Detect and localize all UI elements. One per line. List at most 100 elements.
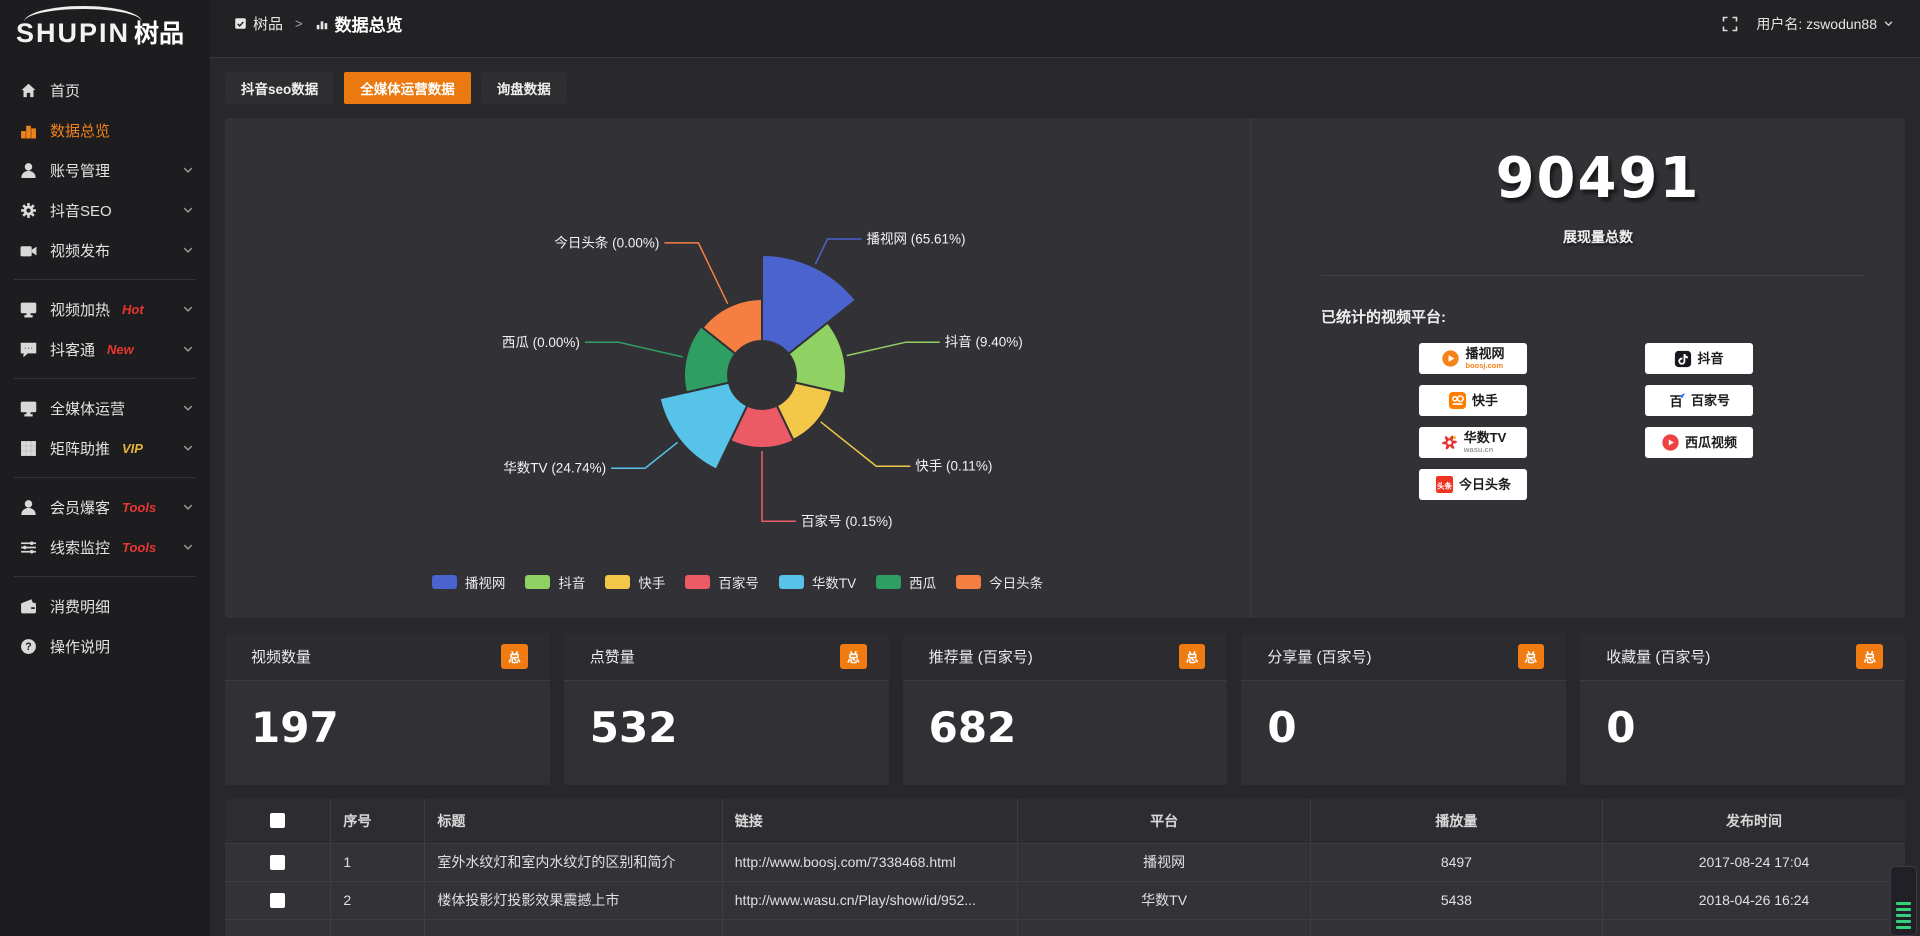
pie-slice[interactable]: [761, 253, 858, 356]
pie-label: 播视网 (65.61%): [867, 232, 966, 247]
legend-item[interactable]: 今日头条: [956, 572, 1043, 592]
breadcrumb-root[interactable]: 树品: [253, 16, 284, 33]
legend-item[interactable]: 华数TV: [778, 572, 856, 592]
platform-name: 今日头条: [1458, 477, 1511, 492]
sidebar-item-expense-detail[interactable]: 消费明细: [0, 586, 210, 626]
sidebar-item-label: 抖音SEO: [50, 202, 112, 220]
user-menu[interactable]: 用户名: zswodun88: [1756, 14, 1894, 34]
tab-inquiry-data[interactable]: 询盘数据: [480, 72, 567, 104]
main-content: 抖音seo数据 全媒体运营数据 询盘数据 播视网 (65.61%) 抖音 (9.4…: [210, 58, 1920, 936]
wasu-logo-icon: [1440, 433, 1459, 452]
pie-label: 快手 (0.11%): [915, 459, 992, 474]
platform-subtitle: boosj.com: [1465, 361, 1503, 371]
chevron-down-icon: [182, 541, 194, 553]
sidebar-item-instructions[interactable]: ? 操作说明: [0, 626, 210, 666]
pie-slice[interactable]: [683, 324, 737, 394]
chevron-down-icon: [182, 164, 194, 176]
platforms-title: 已统计的视频平台:: [1321, 309, 1446, 326]
platform-badge-baijiahao: 百百家号: [1645, 385, 1753, 416]
rose-pie-chart: 播视网 (65.61%) 抖音 (9.40%) 快手 (0.11%) 百家号 (0.1…: [225, 118, 1250, 618]
cell-title[interactable]: 楼体投影灯投影效果震撼上市: [424, 880, 723, 920]
pie-slice[interactable]: [701, 297, 763, 356]
legend-item[interactable]: 百家号: [685, 572, 759, 592]
cell-index: 2: [330, 880, 426, 920]
legend-item[interactable]: 快手: [605, 572, 665, 592]
legend-label: 播视网: [464, 576, 506, 591]
pie-slice[interactable]: [787, 321, 847, 395]
sidebar-item-member-burst[interactable]: 会员爆客 Tools: [0, 487, 210, 527]
platform-name: 华数TV: [1463, 430, 1507, 446]
select-all-checkbox[interactable]: [270, 813, 286, 829]
menu-divider: [14, 477, 196, 478]
sliders-icon: [20, 539, 37, 556]
platform-name: 播视网: [1465, 346, 1505, 362]
tab-omni-media-data[interactable]: 全媒体运营数据: [344, 72, 471, 104]
chevron-down-icon: [182, 442, 194, 454]
sidebar-item-label: 线索监控: [50, 539, 111, 557]
sidebar-item-omni-media[interactable]: 全媒体运营: [0, 388, 210, 428]
chart-legend: 播视网 抖音 快手 百家号 华数TV 西瓜 今日头条: [225, 572, 1250, 592]
pie-label: 今日头条 (0.00%): [554, 234, 659, 250]
stat-card-value: 532: [589, 703, 678, 752]
chevron-down-icon: [182, 204, 194, 216]
stat-card-header: 点赞量 总: [563, 633, 889, 681]
platform-name: 百家号: [1690, 393, 1730, 408]
sidebar-item-account-management[interactable]: 账号管理: [0, 150, 210, 190]
sidebar-item-matrix-boost[interactable]: 矩阵助推 VIP: [0, 428, 210, 468]
legend-swatch: [685, 575, 711, 589]
total-badge: 总: [501, 644, 528, 669]
column-header: 链接: [721, 799, 1019, 844]
chat-icon: [20, 341, 37, 358]
total-impressions-label: 展现量总数: [1563, 229, 1633, 245]
sidebar-menu: 首页数据总览账号管理抖音SEO 视频发布视频加热 Hot 抖客通 New 全媒体运营 矩阵助…: [0, 60, 210, 666]
menu-tag: Hot: [122, 301, 144, 317]
breadcrumb-current: 数据总览: [334, 16, 403, 35]
platform-name: 西瓜视频: [1684, 435, 1737, 450]
sidebar-item-douyin-seo[interactable]: 抖音SEO: [0, 190, 210, 230]
pie-label: 西瓜 (0.00%): [502, 335, 580, 350]
row-checkbox[interactable]: [270, 892, 286, 908]
sidebar-item-label: 数据总览: [50, 122, 111, 140]
tab-douyin-seo-data[interactable]: 抖音seo数据: [225, 72, 335, 104]
floating-widget[interactable]: [1890, 866, 1917, 936]
cell-plays: 8497: [1309, 842, 1604, 882]
sidebar-item-video-publish[interactable]: 视频发布: [0, 230, 210, 270]
legend-item[interactable]: 播视网: [431, 572, 506, 592]
summary-divider: [1321, 275, 1865, 276]
cell-time: 2017-08-24 17:04: [1602, 842, 1905, 882]
sidebar-item-home[interactable]: 首页: [0, 70, 210, 110]
legend-item[interactable]: 西瓜: [876, 572, 936, 592]
sidebar-item-lead-monitor[interactable]: 线索监控 Tools: [0, 527, 210, 567]
platform-badge-wasu: 华数TV wasu.cn: [1419, 427, 1527, 458]
chart-panel: 播视网 (65.61%) 抖音 (9.40%) 快手 (0.11%) 百家号 (0.1…: [225, 118, 1905, 618]
legend-label: 百家号: [718, 576, 759, 591]
publish-icon: [20, 242, 37, 259]
sidebar-item-label: 会员爆客: [50, 499, 111, 517]
legend-label: 快手: [638, 576, 666, 591]
pie-label: 抖音 (9.40%): [945, 334, 1023, 350]
cell-title[interactable]: 室外水纹灯和室内水纹灯的区别和简介: [424, 842, 723, 882]
legend-item[interactable]: 抖音: [525, 572, 585, 592]
chevron-down-icon: [1884, 21, 1893, 27]
row-checkbox[interactable]: [270, 854, 286, 870]
fullscreen-icon[interactable]: [1722, 16, 1738, 32]
screen-icon: [20, 301, 37, 318]
pie-slice[interactable]: [658, 381, 749, 471]
cell-link[interactable]: http://www.boosj.com/7338468.html: [721, 842, 1019, 882]
stat-card-title: 推荐量 (百家号): [928, 649, 1033, 666]
boosj-logo-icon: [1441, 349, 1460, 368]
stat-card: 视频数量 总 197: [225, 633, 550, 785]
sidebar-item-label: 消费明细: [50, 598, 111, 616]
column-header: 序号: [330, 799, 426, 844]
gear-icon: [20, 202, 37, 219]
video-table: 序号 标题 链接 平台 播放量 发布时间 1 室外水纹灯和室内水纹灯的区别和简介 http…: [225, 799, 1905, 936]
cell-link[interactable]: http://www.wasu.cn/Play/show/id/952...: [721, 880, 1019, 920]
sidebar-item-douketong[interactable]: 抖客通 New: [0, 329, 210, 369]
sidebar-item-video-heating[interactable]: 视频加热 Hot: [0, 289, 210, 329]
chevron-down-icon: [182, 343, 194, 355]
sidebar-item-data-overview[interactable]: 数据总览: [0, 110, 210, 150]
platform-logo-grid: 播视网 boosj.com 抖音 快手 百百家号 华数TV wasu.cn 西瓜视频 头条 今日头…: [1419, 343, 1875, 500]
table-header-row: 序号 标题 链接 平台 播放量 发布时间: [225, 799, 1905, 844]
sidebar-item-label: 操作说明: [50, 638, 111, 656]
